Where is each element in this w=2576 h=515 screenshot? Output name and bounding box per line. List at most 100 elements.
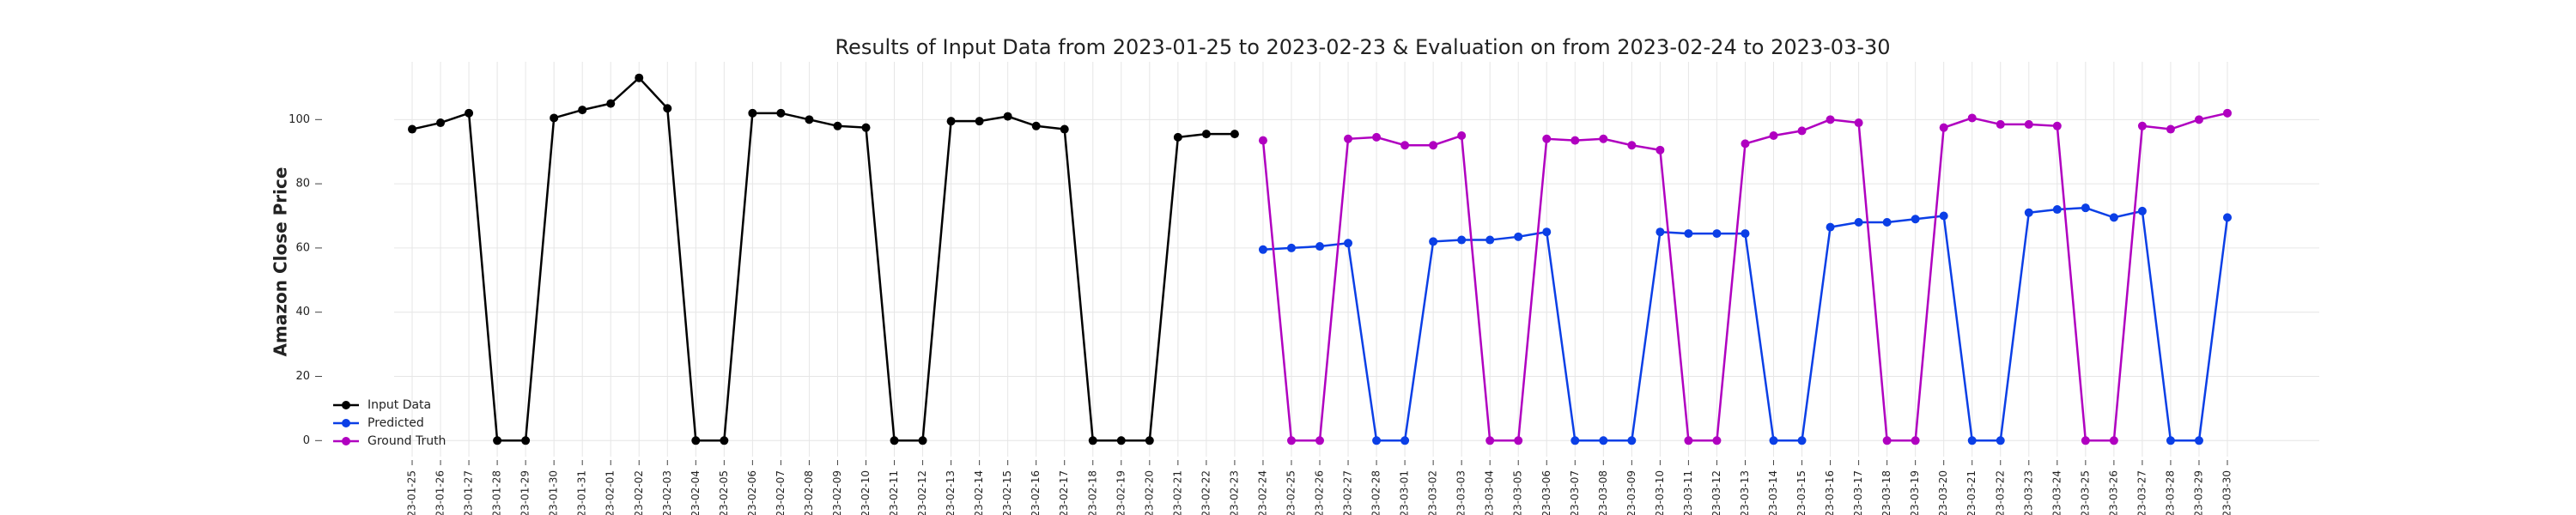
data-point — [1429, 141, 1438, 150]
x-tick-label: 2023-02-03 — [661, 470, 673, 515]
data-point — [2137, 121, 2147, 130]
data-point — [1457, 131, 1467, 141]
data-point — [861, 123, 871, 132]
x-tick-label: 2023-03-11 — [1682, 470, 1694, 515]
data-point — [1372, 436, 1382, 445]
data-point — [1145, 436, 1154, 445]
data-point — [1882, 436, 1892, 445]
y-tick-label: 100 — [289, 113, 310, 126]
data-point — [1286, 436, 1296, 445]
data-point — [1315, 242, 1324, 251]
x-tick-label: 2023-02-22 — [1200, 470, 1212, 515]
data-point — [408, 124, 416, 134]
data-point — [1201, 130, 1211, 139]
data-point — [2223, 108, 2232, 118]
x-tick-label: 2023-03-22 — [1994, 470, 2006, 515]
data-point — [2052, 205, 2062, 215]
data-point — [2024, 208, 2033, 217]
y-tick-label: 80 — [295, 178, 310, 191]
x-tick-label: 2023-01-25 — [406, 470, 418, 515]
x-tick-label: 2023-02-06 — [746, 470, 758, 515]
x-tick-label: 2023-03-05 — [1512, 470, 1524, 515]
data-point — [1173, 132, 1182, 142]
data-point — [1344, 239, 1353, 248]
legend-marker — [342, 437, 350, 445]
data-point — [2109, 436, 2118, 445]
x-tick-label: 2023-03-19 — [1909, 470, 1921, 515]
x-tick-label: 2023-02-18 — [1086, 470, 1098, 515]
x-tick-label: 2023-01-27 — [463, 470, 475, 515]
x-tick-label: 2023-02-19 — [1115, 470, 1127, 515]
data-point — [1797, 436, 1807, 445]
data-point — [918, 436, 927, 445]
data-point — [1542, 134, 1552, 143]
x-tick-label: 2023-03-10 — [1654, 470, 1666, 515]
x-tick-label: 2023-03-09 — [1625, 470, 1637, 515]
x-tick-label: 2023-03-01 — [1399, 470, 1411, 515]
x-tick-label: 2023-02-17 — [1058, 470, 1070, 515]
legend-marker — [342, 419, 350, 427]
data-point — [1514, 436, 1523, 445]
x-tick-label: 2023-03-25 — [2079, 470, 2091, 515]
data-point — [1060, 124, 1069, 134]
data-point — [1258, 245, 1267, 254]
data-point — [2194, 115, 2203, 124]
data-point — [1769, 436, 1778, 445]
data-point — [550, 113, 559, 123]
x-tick-label: 2023-03-15 — [1795, 470, 1807, 515]
x-tick-label: 2023-03-20 — [1937, 470, 1949, 515]
data-point — [776, 108, 786, 118]
x-tick-label: 2023-02-23 — [1228, 470, 1240, 515]
data-point — [1882, 217, 1892, 227]
x-tick-label: 2023-02-13 — [945, 470, 957, 515]
legend-label: Input Data — [368, 398, 431, 412]
x-tick-label: 2023-01-28 — [491, 470, 503, 515]
data-point — [1797, 126, 1807, 136]
data-point — [2109, 213, 2118, 222]
x-tick-label: 2023-01-31 — [576, 470, 588, 515]
data-point — [890, 436, 899, 445]
legend-label: Ground Truth — [368, 434, 446, 448]
data-point — [1656, 145, 1665, 154]
data-point — [465, 108, 474, 118]
data-point — [1344, 134, 1353, 143]
x-tick-label: 2023-03-03 — [1455, 470, 1467, 515]
x-tick-label: 2023-02-12 — [916, 470, 928, 515]
x-tick-label: 2023-03-17 — [1852, 470, 1864, 515]
x-tick-label: 2023-03-07 — [1569, 470, 1581, 515]
x-tick-label: 2023-02-11 — [888, 470, 900, 515]
data-point — [1684, 229, 1693, 239]
data-point — [1230, 130, 1239, 139]
data-point — [748, 108, 757, 118]
x-tick-label: 2023-03-08 — [1597, 470, 1609, 515]
data-point — [1003, 112, 1012, 121]
data-point — [833, 121, 842, 130]
y-tick-label: 60 — [295, 241, 310, 254]
data-point — [1911, 436, 1920, 445]
x-tick-label: 2023-02-02 — [633, 470, 645, 515]
x-tick-label: 2023-03-27 — [2136, 470, 2148, 515]
data-point — [1826, 115, 1835, 124]
x-tick-label: 2023-02-09 — [831, 470, 843, 515]
x-tick-label: 2023-03-13 — [1739, 470, 1751, 515]
x-tick-label: 2023-02-07 — [775, 470, 787, 515]
data-point — [1599, 134, 1608, 143]
x-tick-label: 2023-03-12 — [1710, 470, 1722, 515]
data-point — [436, 118, 446, 128]
data-point — [1996, 436, 2005, 445]
x-tick-label: 2023-02-16 — [1030, 470, 1042, 515]
x-tick-label: 2023-03-30 — [2221, 470, 2233, 515]
y-tick-label: 40 — [295, 306, 310, 318]
y-tick-label: 20 — [295, 370, 310, 383]
data-point — [1741, 229, 1750, 239]
data-point — [635, 73, 644, 82]
data-point — [1741, 139, 1750, 148]
x-tick-label: 2023-01-29 — [519, 470, 532, 515]
data-point — [606, 99, 616, 108]
data-point — [1826, 222, 1835, 232]
x-tick-label: 2023-03-28 — [2164, 470, 2176, 515]
data-point — [1939, 211, 1948, 221]
data-point — [2024, 119, 2033, 129]
data-point — [2052, 121, 2062, 130]
